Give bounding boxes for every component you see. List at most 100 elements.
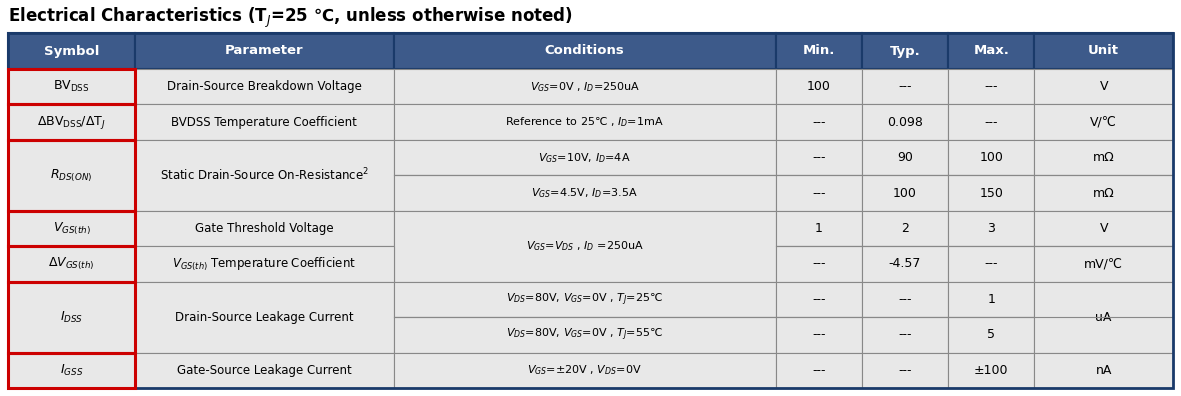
Text: $V_{GS}$=$V_{DS}$ , $I_D$ =250uA: $V_{GS}$=$V_{DS}$ , $I_D$ =250uA bbox=[526, 239, 644, 253]
Text: Drain-Source Breakdown Voltage: Drain-Source Breakdown Voltage bbox=[167, 80, 361, 93]
Text: ---: --- bbox=[899, 80, 912, 93]
Bar bbox=[393, 105, 776, 140]
Text: mΩ: mΩ bbox=[1092, 187, 1115, 200]
Text: Min.: Min. bbox=[803, 44, 835, 57]
Bar bbox=[8, 352, 135, 388]
Bar bbox=[1035, 175, 1173, 211]
Bar bbox=[135, 105, 393, 140]
Text: 90: 90 bbox=[898, 151, 913, 164]
Bar bbox=[776, 33, 862, 69]
Text: ---: --- bbox=[813, 116, 826, 129]
Text: 2: 2 bbox=[901, 222, 909, 235]
Text: Unit: Unit bbox=[1088, 44, 1120, 57]
Text: ±100: ±100 bbox=[974, 364, 1009, 377]
Text: Gate-Source Leakage Current: Gate-Source Leakage Current bbox=[177, 364, 352, 377]
Bar bbox=[862, 317, 948, 352]
Text: ---: --- bbox=[813, 151, 826, 164]
Bar bbox=[8, 246, 135, 282]
Bar bbox=[948, 69, 1035, 105]
Text: Parameter: Parameter bbox=[226, 44, 304, 57]
Bar bbox=[948, 282, 1035, 317]
Text: 1: 1 bbox=[987, 293, 996, 306]
Text: $V_{DS}$=80V, $V_{GS}$=0V , $T_J$=25℃: $V_{DS}$=80V, $V_{GS}$=0V , $T_J$=25℃ bbox=[507, 291, 664, 308]
Bar bbox=[393, 317, 776, 352]
Bar bbox=[135, 352, 393, 388]
Text: Electrical Characteristics (T$_J$=25 ℃, unless otherwise noted): Electrical Characteristics (T$_J$=25 ℃, … bbox=[8, 6, 573, 30]
Bar bbox=[8, 33, 1173, 388]
Text: 0.098: 0.098 bbox=[887, 116, 924, 129]
Bar bbox=[393, 69, 776, 105]
Text: 100: 100 bbox=[893, 187, 916, 200]
Text: ---: --- bbox=[899, 328, 912, 341]
Text: ---: --- bbox=[899, 364, 912, 377]
Bar bbox=[776, 140, 862, 175]
Bar bbox=[862, 175, 948, 211]
Text: $V_{GS(th)}$ Temperature Coefficient: $V_{GS(th)}$ Temperature Coefficient bbox=[172, 255, 357, 272]
Text: $I_{GSS}$: $I_{GSS}$ bbox=[60, 363, 83, 378]
Bar bbox=[8, 211, 135, 246]
Bar bbox=[8, 69, 135, 105]
Text: Reference to 25℃ , $I_D$=1mA: Reference to 25℃ , $I_D$=1mA bbox=[505, 115, 664, 129]
Text: ---: --- bbox=[985, 116, 998, 129]
Text: $V_{GS}$=10V, $I_D$=4A: $V_{GS}$=10V, $I_D$=4A bbox=[539, 151, 631, 164]
Bar bbox=[135, 33, 393, 69]
Text: Max.: Max. bbox=[973, 44, 1010, 57]
Text: ---: --- bbox=[813, 187, 826, 200]
Text: Gate Threshold Voltage: Gate Threshold Voltage bbox=[195, 222, 333, 235]
Bar bbox=[8, 69, 135, 105]
Bar bbox=[1035, 33, 1173, 69]
Bar bbox=[135, 246, 393, 282]
Text: V: V bbox=[1100, 80, 1108, 93]
Text: BVDSS Temperature Coefficient: BVDSS Temperature Coefficient bbox=[171, 116, 357, 129]
Text: ---: --- bbox=[813, 293, 826, 306]
Text: nA: nA bbox=[1096, 364, 1111, 377]
Text: ---: --- bbox=[813, 328, 826, 341]
Bar bbox=[1035, 140, 1173, 175]
Bar bbox=[862, 246, 948, 282]
Text: BV$_{\mathrm{DSS}}$: BV$_{\mathrm{DSS}}$ bbox=[53, 79, 90, 94]
Text: $V_{GS}$=±20V , $V_{DS}$=0V: $V_{GS}$=±20V , $V_{DS}$=0V bbox=[528, 364, 642, 377]
Bar bbox=[135, 140, 393, 211]
Bar bbox=[8, 211, 135, 246]
Bar bbox=[948, 140, 1035, 175]
Bar bbox=[135, 211, 393, 246]
Text: 100: 100 bbox=[979, 151, 1003, 164]
Bar bbox=[862, 33, 948, 69]
Bar bbox=[1035, 105, 1173, 140]
Bar bbox=[1035, 69, 1173, 105]
Text: $V_{GS}$=0V , $I_D$=250uA: $V_{GS}$=0V , $I_D$=250uA bbox=[529, 80, 640, 93]
Bar bbox=[948, 352, 1035, 388]
Text: 1: 1 bbox=[815, 222, 823, 235]
Text: mΩ: mΩ bbox=[1092, 151, 1115, 164]
Text: ---: --- bbox=[985, 257, 998, 270]
Bar bbox=[135, 69, 393, 105]
Bar bbox=[862, 352, 948, 388]
Bar bbox=[862, 105, 948, 140]
Bar bbox=[393, 211, 776, 282]
Text: ---: --- bbox=[985, 80, 998, 93]
Bar bbox=[948, 246, 1035, 282]
Bar bbox=[8, 282, 135, 352]
Text: mV/℃: mV/℃ bbox=[1084, 257, 1123, 270]
Bar bbox=[776, 352, 862, 388]
Bar bbox=[862, 140, 948, 175]
Text: ---: --- bbox=[899, 293, 912, 306]
Bar bbox=[776, 317, 862, 352]
Bar bbox=[8, 246, 135, 282]
Bar bbox=[393, 282, 776, 317]
Text: $I_{DSS}$: $I_{DSS}$ bbox=[60, 310, 83, 325]
Bar bbox=[776, 211, 862, 246]
Text: $\Delta V_{GS(th)}$: $\Delta V_{GS(th)}$ bbox=[48, 256, 94, 272]
Text: V/℃: V/℃ bbox=[1090, 116, 1117, 129]
Bar bbox=[8, 282, 135, 352]
Bar bbox=[948, 33, 1035, 69]
Bar bbox=[8, 352, 135, 388]
Bar bbox=[135, 282, 393, 352]
Bar bbox=[393, 175, 776, 211]
Bar bbox=[776, 246, 862, 282]
Bar bbox=[776, 282, 862, 317]
Bar bbox=[776, 69, 862, 105]
Bar bbox=[948, 317, 1035, 352]
Bar bbox=[8, 105, 135, 140]
Text: 100: 100 bbox=[807, 80, 830, 93]
